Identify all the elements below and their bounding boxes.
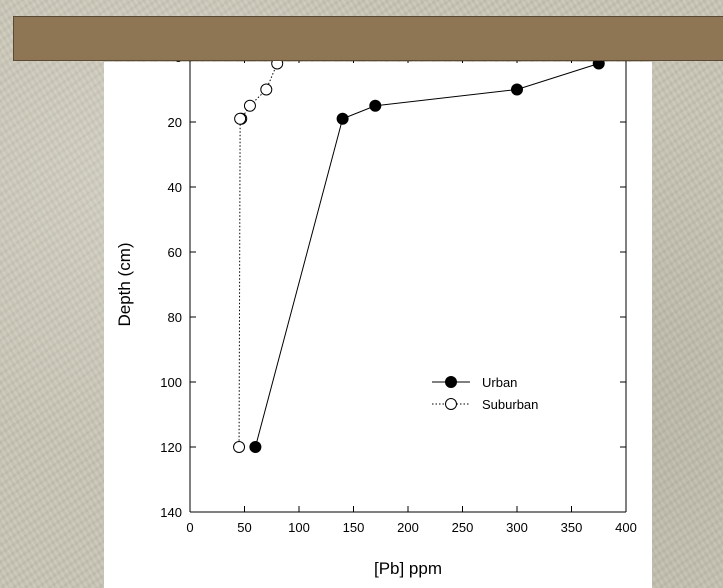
legend-urban-label: Urban	[482, 375, 517, 390]
suburban-point	[271, 57, 284, 70]
urban-line	[254, 63, 599, 448]
y-tick-label: 120	[160, 440, 182, 455]
urban-point	[369, 99, 382, 112]
y-tick-label: 140	[160, 505, 182, 520]
x-tick-label: 50	[237, 520, 251, 535]
x-ticks: 0 50 100 150 200 250 300 350 400	[186, 57, 637, 535]
x-tick-label: 100	[288, 520, 310, 535]
suburban-point	[234, 112, 247, 125]
y-tick-label: 80	[168, 310, 182, 325]
x-tick-label: 250	[452, 520, 474, 535]
legend-urban-marker	[445, 376, 457, 388]
urban-point	[249, 441, 262, 453]
x-tick-label: 0	[186, 520, 193, 535]
x-tick-label: 150	[343, 520, 365, 535]
series-layer	[233, 57, 605, 453]
urban-point	[511, 83, 523, 96]
x-tick-label: 400	[615, 520, 637, 535]
x-axis-title: [Pb] ppm	[374, 559, 442, 578]
suburban-line	[238, 63, 278, 448]
x-tick-label: 350	[561, 520, 583, 535]
x-tick-label: 300	[506, 520, 528, 535]
chart-legend: Urban Suburban	[432, 375, 538, 412]
y-ticks: 0 20 40 60 80 100 120 140	[160, 50, 626, 520]
y-tick-label: 100	[160, 375, 182, 390]
y-tick-label: 60	[168, 245, 182, 260]
y-axis-title: Depth (cm)	[115, 242, 134, 326]
urban-point	[592, 57, 605, 70]
y-tick-label: 20	[168, 115, 182, 130]
legend-suburban-label: Suburban	[482, 397, 538, 412]
y-tick-label: 0	[175, 50, 182, 65]
legend-suburban-marker	[445, 398, 457, 410]
suburban-point	[233, 441, 246, 453]
chart-panel	[104, 62, 652, 588]
y-tick-label: 40	[168, 180, 182, 195]
urban-point	[336, 112, 349, 125]
x-tick-label: 200	[397, 520, 419, 535]
suburban-point	[260, 83, 273, 96]
suburban-point	[243, 99, 256, 112]
